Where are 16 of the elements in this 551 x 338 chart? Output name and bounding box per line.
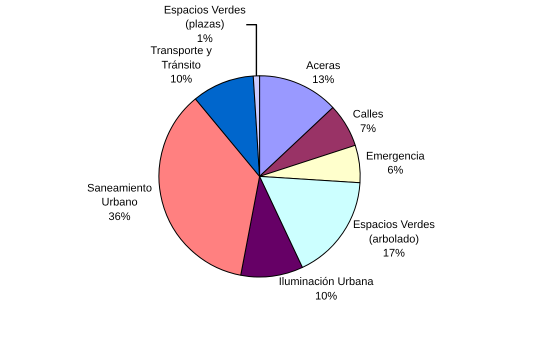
data-label: 10% bbox=[170, 74, 192, 86]
slice-label: Calles bbox=[352, 108, 384, 121]
slice-label: Espacios Verdes (arbolado) bbox=[352, 219, 436, 246]
slice-label: Transporte y Tránsito bbox=[150, 45, 212, 72]
data-label: 10% bbox=[315, 290, 338, 302]
data-label: 1% bbox=[196, 33, 213, 46]
data-label: 7% bbox=[360, 122, 376, 135]
data-label: 13% bbox=[312, 74, 334, 86]
slice-label: Espacios Verdes (plazas) bbox=[164, 4, 246, 31]
data-label: 36% bbox=[108, 211, 131, 223]
slice-label: Iluminación Urbana bbox=[278, 276, 374, 288]
slice-label: Saneamiento Urbano bbox=[87, 182, 152, 209]
slice-label: Aceras bbox=[306, 60, 341, 72]
data-label: 17% bbox=[382, 248, 406, 260]
data-label: 6% bbox=[387, 164, 404, 177]
slice-label: Emergencia bbox=[366, 150, 426, 162]
